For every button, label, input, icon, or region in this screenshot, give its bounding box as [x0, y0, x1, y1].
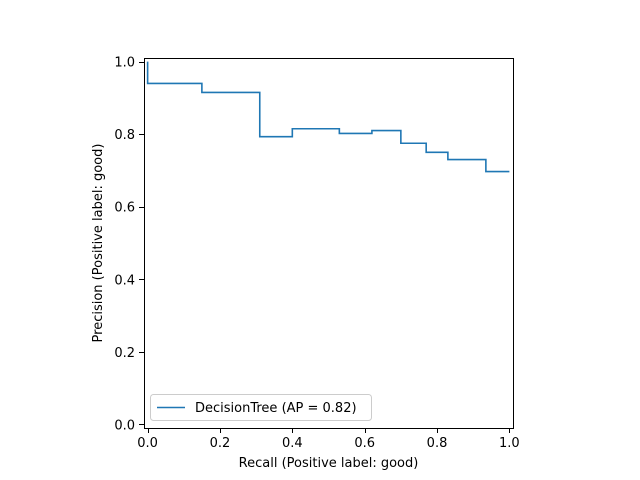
y-tick-label: 0.2 — [114, 346, 135, 361]
x-tick-label: 0.6 — [354, 436, 375, 451]
axis-ticks: 0.0 0.2 0.4 0.6 0.8 1.0 0.0 0.2 0.4 0.6 0.8 1.0 — [114, 56, 519, 451]
y-tick-label: 0.8 — [114, 128, 135, 143]
y-tick-label: 0.0 — [114, 418, 135, 433]
series-line-0 — [146, 61, 510, 173]
x-tick-label: 0.8 — [427, 436, 448, 451]
legend: DecisionTree (AP = 0.82) — [150, 394, 372, 421]
x-tick-label: 0.0 — [137, 436, 158, 451]
legend-entry-label: DecisionTree (AP = 0.82) — [195, 401, 357, 416]
y-tick-label: 0.6 — [114, 201, 135, 216]
x-axis-label: Recall (Positive label: good) — [239, 456, 419, 471]
series-layer — [146, 61, 510, 173]
y-tick-label: 0.4 — [114, 273, 135, 288]
plot-frame — [144, 58, 514, 429]
x-tick-label: 1.0 — [499, 436, 520, 451]
x-tick-label: 0.4 — [282, 436, 303, 451]
plot-area — [144, 58, 513, 428]
y-tick-label: 1.0 — [114, 56, 135, 71]
y-axis-label: Precision (Positive label: good) — [91, 144, 106, 343]
x-tick-label: 0.2 — [210, 436, 231, 451]
legend-box — [150, 394, 372, 421]
